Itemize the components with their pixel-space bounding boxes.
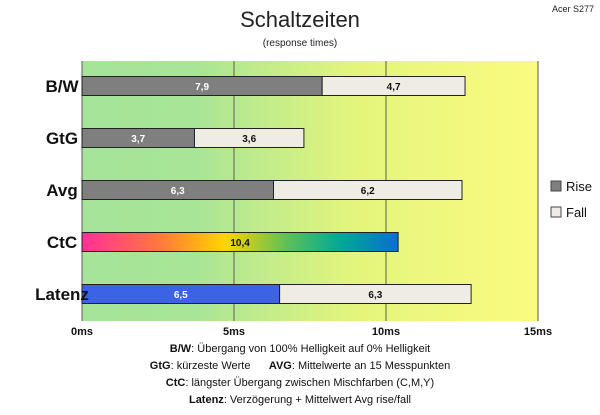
brand-label: Acer S277 [552, 4, 594, 14]
legend-swatch-rise [550, 180, 562, 192]
note-gtg-avg: GtG: kürzeste Werte AVG: Mittelwerte an … [0, 360, 600, 372]
note-avg-key: AVG [268, 360, 292, 372]
legend-label-fall: Fall [566, 205, 587, 220]
note-bw-key: B/W [169, 343, 192, 355]
bars: 7,9 4,7 3,7 3,6 6,3 6,2 10,4 6,5 6,3 [81, 76, 472, 304]
bar-fall-gtg [193, 128, 305, 148]
category-label-gtg: GtG [46, 129, 78, 148]
note-bw-text: : Übergang von 100% Helligkeit auf 0% He… [191, 343, 431, 355]
note-ctc-key: CtC [165, 377, 186, 389]
note-latenz-key: Latenz [188, 394, 224, 406]
category-label-latenz: Latenz [35, 285, 89, 304]
bar-rise-label-b-w: 7,9 [195, 82, 209, 93]
bar-rise-label-avg: 6,3 [171, 186, 185, 197]
note-gtg-text: : kürzeste Werte [170, 360, 251, 372]
note-ctc: CtC: längster Übergang zwischen Mischfar… [0, 377, 600, 389]
note-ctc-text: : längster Übergang zwischen Mischfarben… [185, 377, 435, 389]
category-label-avg: Avg [46, 181, 78, 200]
x-tick-label-5: 5ms [223, 326, 245, 338]
note-bw: B/W: Übergang von 100% Helligkeit auf 0%… [0, 343, 600, 355]
chart-title: Schaltzeiten [240, 7, 360, 32]
bar-fall-avg [273, 180, 463, 200]
x-tick-label-15: 15ms [524, 326, 552, 338]
note-latenz-text: : Verzögerung + Mittelwert Avg rise/fall [223, 394, 412, 406]
bar-rise-label-latenz: 6,5 [174, 290, 188, 301]
chart-subtitle: (response times) [263, 38, 337, 49]
response-time-chart: Schaltzeiten (response times) Acer S277 … [35, 4, 594, 338]
bar-fall-label-latenz: 6,3 [368, 290, 382, 301]
note-gtg-key: GtG [149, 360, 171, 372]
bar-rise-label-ctc: 10,4 [230, 238, 250, 249]
x-tick-label-0: 0ms [71, 326, 93, 338]
note-avg-text: : Mittelwerte an 15 Messpunkten [291, 360, 451, 372]
bar-fall-latenz [279, 284, 472, 304]
bar-fall-b-w [321, 76, 466, 96]
legend-label-rise: Rise [566, 179, 592, 194]
legend: Rise Fall [550, 179, 592, 220]
bar-rise-label-gtg: 3,7 [131, 134, 145, 145]
category-label-ctc: CtC [47, 233, 77, 252]
bar-rise-ctc [81, 232, 399, 252]
x-tick-labels: 0ms 5ms 10ms 15ms [71, 326, 552, 338]
note-latenz: Latenz: Verzögerung + Mittelwert Avg ris… [0, 394, 600, 406]
bar-fall-label-avg: 6,2 [361, 186, 375, 197]
category-labels: B/W GtG Avg CtC Latenz [35, 77, 89, 304]
legend-swatch-fall [550, 206, 562, 218]
bar-fall-label-gtg: 3,6 [242, 134, 256, 145]
bar-fall-label-b-w: 4,7 [387, 82, 401, 93]
category-label-b-w: B/W [45, 77, 79, 96]
x-tick-label-10: 10ms [372, 326, 400, 338]
